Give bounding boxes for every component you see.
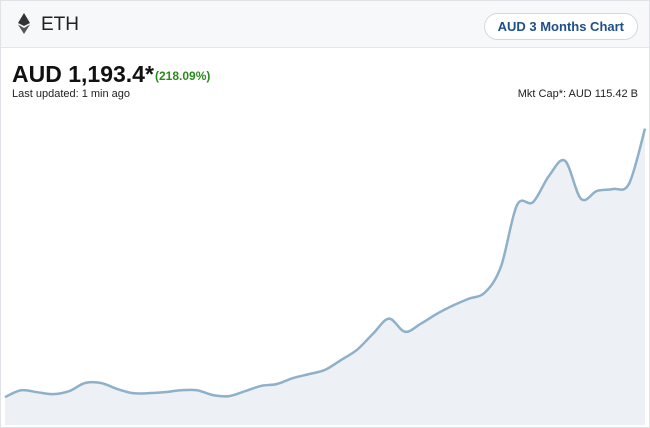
last-updated: Last updated: 1 min ago [12, 88, 131, 100]
eth-icon [18, 13, 30, 34]
line [4, 128, 647, 399]
market-cap: Mkt Cap*: AUD 115.42 B [517, 88, 638, 100]
header: ETH AUD 3 Months Chart [1, 1, 649, 48]
change: (218.09%) [155, 69, 211, 83]
symbol: ETH [41, 14, 79, 35]
price: AUD 1,193.4* [12, 61, 154, 87]
area [5, 128, 645, 425]
chart-button[interactable]: AUD 3 Months Chart [483, 13, 638, 40]
